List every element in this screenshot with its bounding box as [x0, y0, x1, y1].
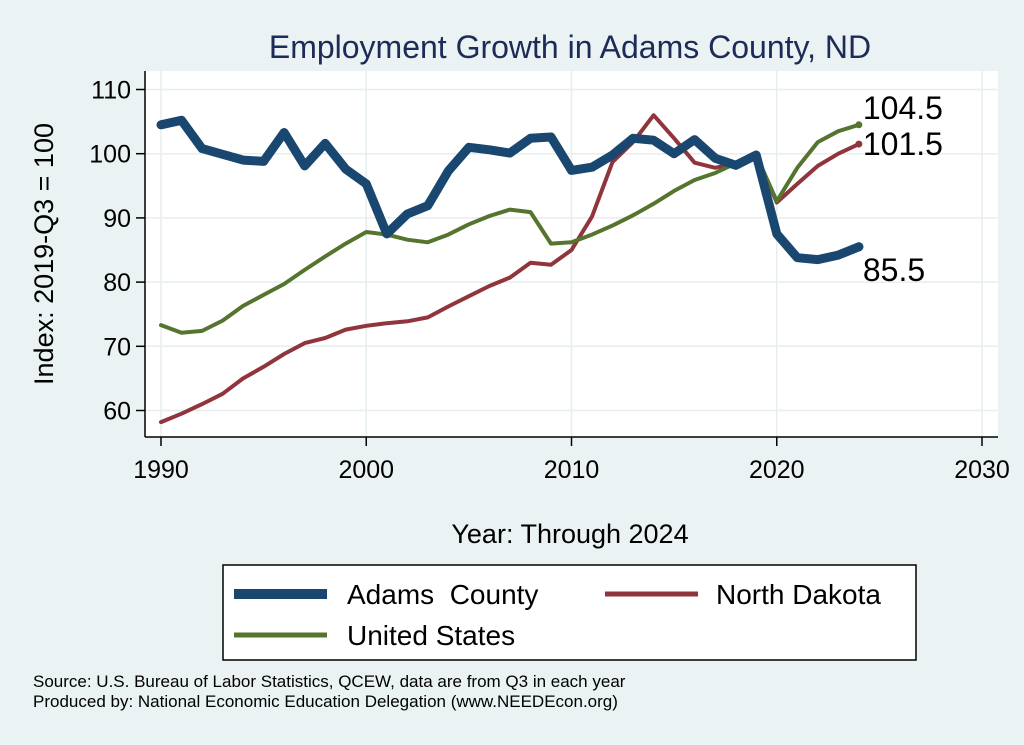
legend-label-2: United States — [347, 620, 515, 651]
series-line-0 — [156, 115, 864, 265]
series-end-point-0 — [854, 242, 864, 252]
legend-label-0: Adams County — [347, 579, 538, 610]
legend-label-1: North Dakota — [716, 579, 881, 610]
series-lines — [156, 113, 864, 425]
y-tick-label-110: 110 — [91, 77, 131, 105]
end-label-2: 104.5 — [863, 90, 943, 126]
y-tick-label-80: 80 — [103, 269, 131, 297]
series-end-point-2 — [855, 121, 863, 129]
x-tick-label-2000: 2000 — [338, 456, 394, 484]
x-tick-label-2010: 2010 — [544, 456, 600, 484]
y-tick-label-100: 100 — [89, 141, 131, 169]
source-note: Source: U.S. Bureau of Labor Statistics,… — [33, 672, 626, 691]
y-tick-label-70: 70 — [103, 333, 131, 361]
y-tick-label-60: 60 — [103, 398, 131, 426]
x-tick-label-1990: 1990 — [133, 456, 189, 484]
end-label-1: 101.5 — [863, 126, 943, 162]
legend-entries: Adams County North Dakota United States — [234, 579, 881, 651]
x-tick-label-2020: 2020 — [749, 456, 805, 484]
series-end-point-1 — [855, 140, 863, 148]
legend — [222, 564, 917, 661]
x-axis-ticks: 1990 2000 2010 2020 2030 — [133, 437, 1010, 484]
y-tick-label-90: 90 — [103, 205, 131, 233]
producer-note: Produced by: National Economic Education… — [33, 692, 618, 711]
chart-title: Employment Growth in Adams County, ND — [269, 29, 871, 65]
end-label-0: 85.5 — [863, 252, 925, 288]
chart-notes: Source: U.S. Bureau of Labor Statistics,… — [33, 672, 625, 712]
y-axis-label: Index: 2019-Q3 = 100 — [29, 123, 59, 385]
y-axis-ticks: 60 70 80 90 100 110 — [89, 77, 145, 426]
x-tick-label-2030: 2030 — [954, 456, 1010, 484]
x-axis-label: Year: Through 2024 — [451, 519, 688, 549]
